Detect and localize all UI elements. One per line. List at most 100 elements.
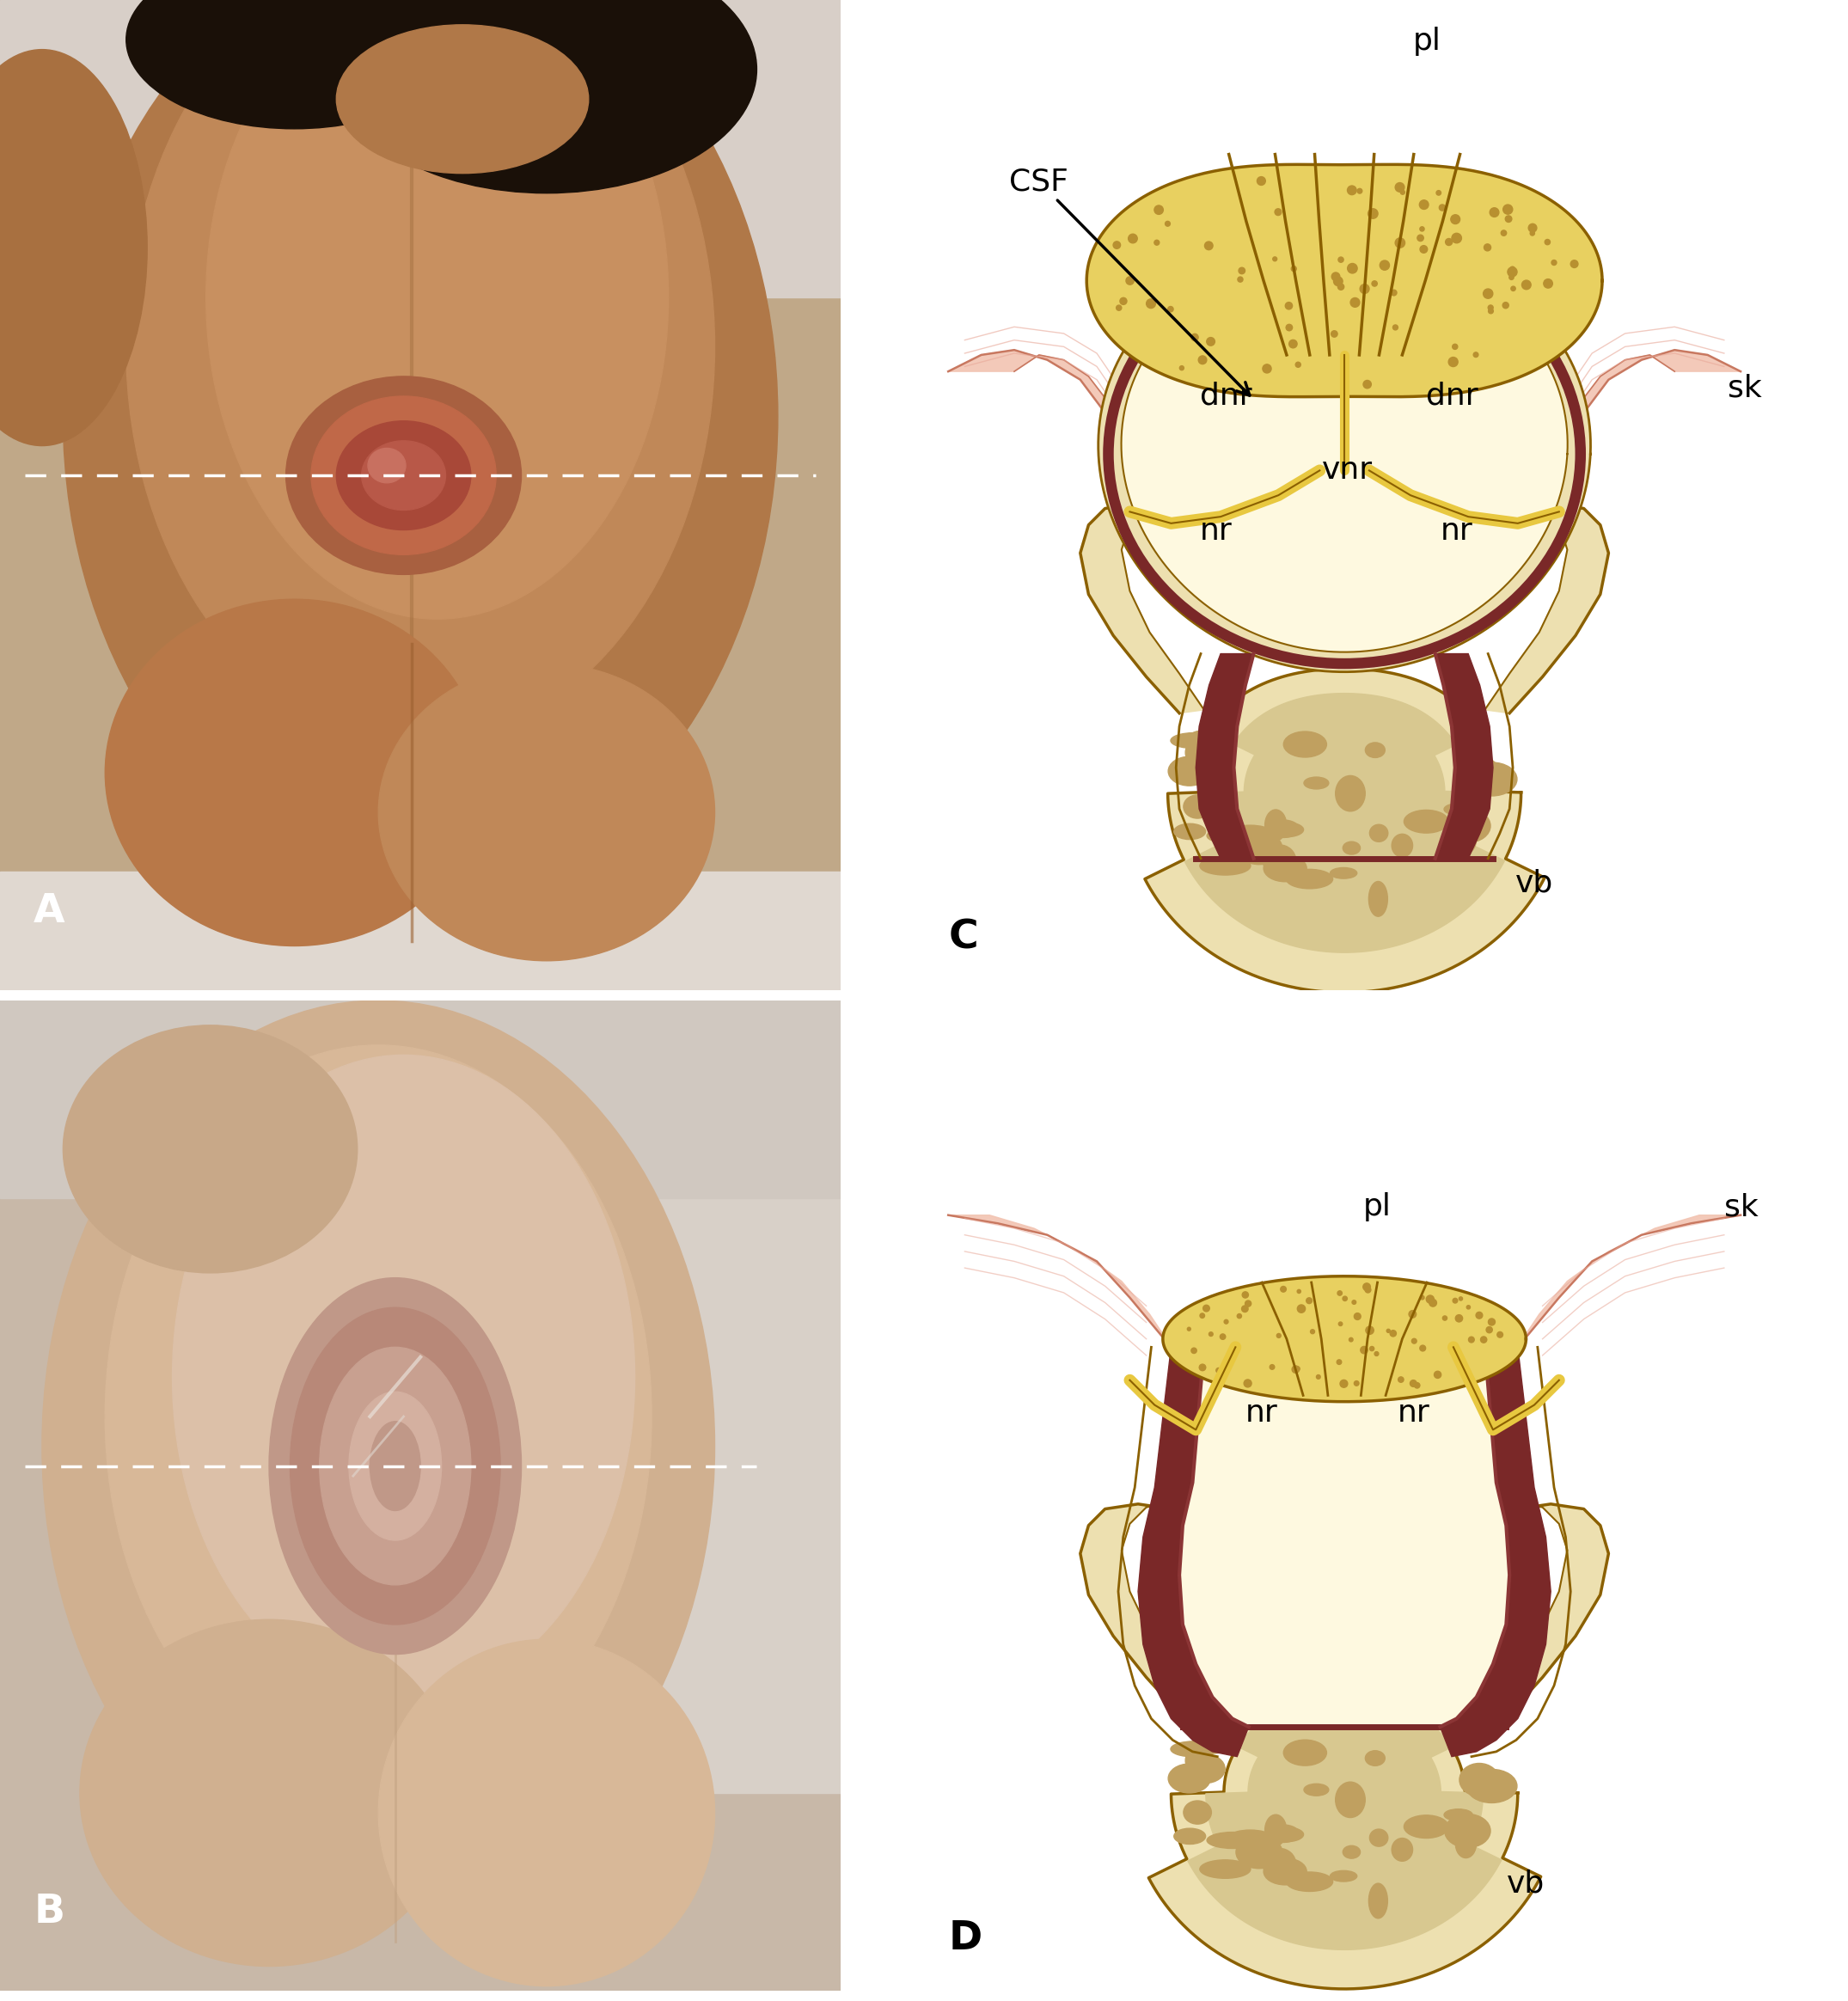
Ellipse shape: [1502, 302, 1508, 308]
Ellipse shape: [1268, 1827, 1303, 1841]
Polygon shape: [1179, 1347, 1510, 1727]
Ellipse shape: [1395, 182, 1404, 192]
Ellipse shape: [1510, 266, 1515, 272]
Ellipse shape: [1244, 1379, 1251, 1387]
Ellipse shape: [1236, 1835, 1283, 1869]
Ellipse shape: [1316, 1375, 1319, 1379]
Ellipse shape: [1295, 1367, 1299, 1371]
Ellipse shape: [1155, 206, 1162, 214]
Ellipse shape: [1404, 1815, 1449, 1839]
Ellipse shape: [1199, 1859, 1251, 1879]
Ellipse shape: [370, 1421, 421, 1511]
Ellipse shape: [1205, 242, 1212, 250]
Ellipse shape: [1238, 268, 1246, 274]
Ellipse shape: [105, 1045, 652, 1789]
Ellipse shape: [1185, 1747, 1210, 1775]
Ellipse shape: [1183, 1801, 1212, 1825]
Ellipse shape: [1477, 1773, 1504, 1787]
Ellipse shape: [1449, 356, 1458, 366]
Ellipse shape: [1336, 776, 1366, 810]
Text: B: B: [33, 1893, 65, 1931]
Polygon shape: [1188, 1699, 1502, 1949]
Ellipse shape: [1488, 308, 1493, 314]
Ellipse shape: [336, 0, 758, 194]
Ellipse shape: [1168, 1763, 1210, 1793]
Bar: [0, 872, 841, 990]
Ellipse shape: [1364, 380, 1371, 388]
Ellipse shape: [1173, 1829, 1205, 1845]
Ellipse shape: [1281, 1287, 1286, 1293]
Ellipse shape: [270, 1279, 521, 1655]
Ellipse shape: [1310, 1329, 1314, 1335]
Ellipse shape: [1231, 824, 1270, 836]
Ellipse shape: [1220, 1335, 1225, 1339]
Text: pl: pl: [1364, 1193, 1392, 1221]
Ellipse shape: [1347, 186, 1356, 194]
Ellipse shape: [1484, 288, 1493, 298]
Ellipse shape: [1305, 776, 1329, 788]
Ellipse shape: [1375, 1353, 1379, 1357]
Ellipse shape: [1419, 200, 1429, 210]
Ellipse shape: [1453, 344, 1458, 350]
Ellipse shape: [1414, 1383, 1419, 1389]
Ellipse shape: [1332, 272, 1340, 280]
Polygon shape: [1149, 1675, 1541, 1989]
Ellipse shape: [1453, 1299, 1458, 1303]
Bar: [0, 1001, 841, 1199]
Text: vnr: vnr: [1323, 456, 1373, 484]
Ellipse shape: [1331, 868, 1356, 878]
Ellipse shape: [1369, 1347, 1375, 1351]
Polygon shape: [1436, 654, 1493, 858]
Ellipse shape: [1192, 1349, 1198, 1353]
Ellipse shape: [1338, 256, 1343, 262]
Ellipse shape: [320, 1347, 471, 1585]
Ellipse shape: [1360, 284, 1369, 294]
Ellipse shape: [1386, 1329, 1390, 1333]
Ellipse shape: [1368, 208, 1379, 218]
Ellipse shape: [205, 0, 669, 618]
Ellipse shape: [1233, 1345, 1236, 1349]
Ellipse shape: [1369, 1829, 1388, 1847]
Ellipse shape: [1410, 1381, 1417, 1387]
Text: CSF: CSF: [1009, 166, 1249, 396]
Ellipse shape: [1380, 260, 1390, 270]
Ellipse shape: [63, 0, 778, 886]
Ellipse shape: [1186, 1327, 1190, 1331]
Ellipse shape: [1168, 756, 1210, 786]
Ellipse shape: [1419, 226, 1425, 232]
Ellipse shape: [1408, 1311, 1416, 1319]
Ellipse shape: [1207, 338, 1214, 346]
Ellipse shape: [1290, 340, 1297, 348]
Ellipse shape: [1445, 808, 1491, 842]
Ellipse shape: [1477, 766, 1504, 778]
Ellipse shape: [1366, 1327, 1373, 1335]
Text: nr: nr: [1440, 516, 1473, 546]
Ellipse shape: [1286, 1873, 1332, 1891]
Ellipse shape: [1521, 280, 1530, 290]
Ellipse shape: [1297, 1289, 1301, 1293]
Ellipse shape: [1366, 742, 1384, 758]
Ellipse shape: [1401, 190, 1404, 194]
Ellipse shape: [1199, 1365, 1205, 1371]
Ellipse shape: [1168, 306, 1173, 312]
Ellipse shape: [1292, 266, 1297, 272]
Ellipse shape: [1231, 1831, 1270, 1841]
Ellipse shape: [1183, 794, 1212, 818]
Ellipse shape: [1404, 810, 1449, 832]
Ellipse shape: [1236, 1315, 1242, 1319]
Polygon shape: [1098, 236, 1591, 672]
Ellipse shape: [1297, 1305, 1305, 1313]
Ellipse shape: [1443, 1809, 1473, 1821]
Ellipse shape: [1351, 298, 1360, 306]
Ellipse shape: [1125, 276, 1135, 284]
Ellipse shape: [1116, 306, 1122, 310]
Ellipse shape: [1469, 1337, 1475, 1343]
Text: dnr: dnr: [1425, 382, 1478, 410]
Ellipse shape: [1284, 302, 1292, 310]
Ellipse shape: [1170, 732, 1218, 748]
Ellipse shape: [1207, 1833, 1258, 1849]
Ellipse shape: [1188, 1739, 1233, 1753]
Ellipse shape: [1295, 362, 1301, 368]
Polygon shape: [948, 350, 1155, 544]
Polygon shape: [1517, 1215, 1741, 1347]
